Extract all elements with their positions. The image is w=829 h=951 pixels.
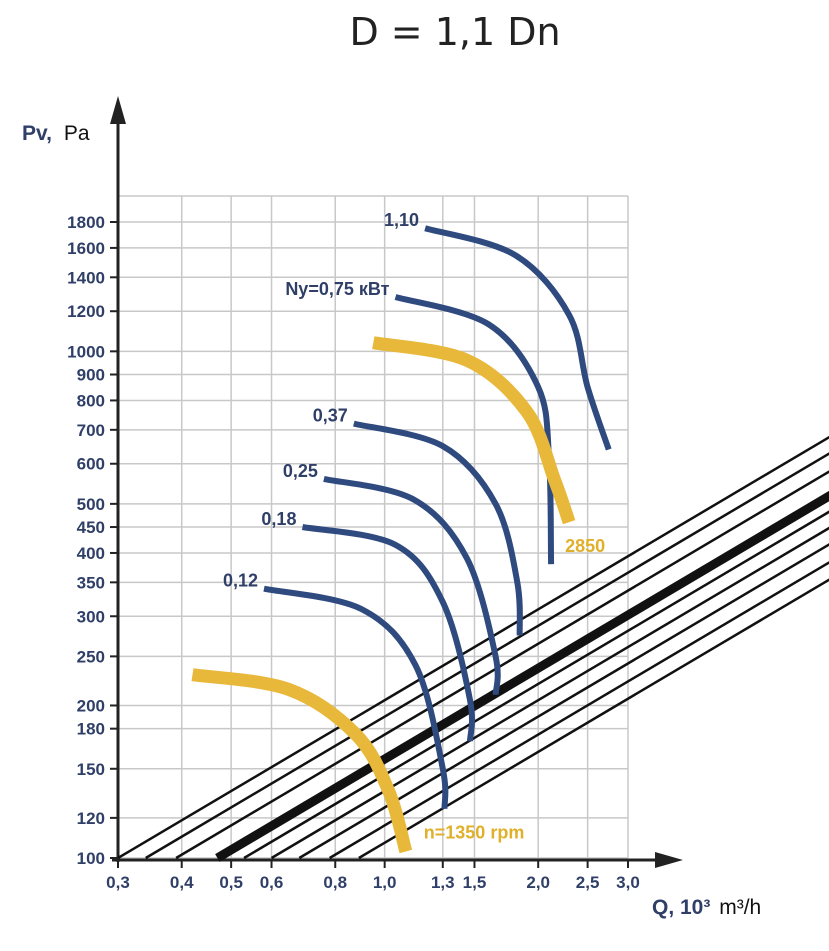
y-tick-label-3: 180: [77, 720, 105, 739]
axes: [110, 96, 683, 868]
x-tick-label-3: 0,6: [260, 873, 284, 892]
power-curve-0: [263, 585, 449, 810]
power-curve-label-2: 0,25: [283, 461, 318, 481]
speed-curve-label-1: 2850: [565, 536, 605, 556]
y-tick-label-10: 500: [77, 495, 105, 514]
x-axis-label: Q, 10³ m³/h: [652, 896, 761, 919]
y-tick-label-12: 700: [77, 421, 105, 440]
x-tick-label-0: 0,3: [106, 873, 130, 892]
y-axis-label: Pv, Pa: [22, 122, 90, 145]
x-tick-label-7: 1,5: [463, 873, 487, 892]
power-curve-2: [323, 475, 501, 695]
x-axis-label-main: Q, 10³: [652, 896, 710, 919]
efficiency-line-5: [270, 526, 829, 860]
efficiency-line-4: [243, 510, 829, 860]
y-tick-label-6: 300: [77, 607, 105, 626]
efficiency-line-0: [117, 435, 829, 860]
x-tick-label-8: 2,0: [526, 873, 550, 892]
x-axis-arrow: [655, 852, 683, 868]
x-tick-label-1: 0,4: [170, 873, 194, 892]
speed-curve-1: [372, 336, 576, 525]
power-curve-label-5: 1,10: [384, 210, 419, 230]
y-tick-label-2: 150: [77, 760, 105, 779]
y-tick-label-1: 120: [77, 809, 105, 828]
x-tick-labels: 0,3 0,4 0,5 0,6 0,8 1,0 1,3 1,5 2,0 2,5 3,0: [106, 860, 640, 892]
y-tick-label-14: 900: [77, 366, 105, 385]
y-tick-label-0: 100: [77, 849, 105, 868]
chart-title: D = 1,1 Dn: [349, 10, 560, 54]
y-tick-label-8: 400: [77, 544, 105, 563]
efficiency-line-2: [175, 470, 829, 860]
power-curve-4: [394, 294, 555, 565]
y-tick-label-13: 800: [77, 391, 105, 410]
speed-curve-0: [191, 668, 413, 854]
speed-curve-label-0: n=1350 rpm: [424, 822, 525, 842]
efficiency-lines: η=0,6400,6900,7300,7500,7400,7300,6900,6…: [117, 435, 829, 862]
y-tick-label-17: 1400: [67, 268, 105, 287]
efficiency-line-3: [215, 490, 829, 862]
x-axis-label-unit: m³/h: [719, 896, 761, 919]
y-tick-label-4: 200: [77, 696, 105, 715]
power-curve-label-4: Ny=0,75 кВт: [285, 279, 389, 299]
y-tick-label-7: 350: [77, 573, 105, 592]
x-tick-label-6: 1,3: [431, 873, 455, 892]
y-tick-labels: 100 120 150 180 200 250 300 350 400 450 500 600 700 8…: [67, 213, 118, 868]
power-curve-3: [353, 420, 523, 636]
x-tick-label-5: 1,0: [373, 873, 397, 892]
power-curve-1: [301, 524, 475, 742]
power-curve-label-1: 0,18: [261, 509, 296, 529]
efficiency-line-7: [328, 561, 829, 860]
efficiency-line-1: [145, 452, 829, 860]
x-tick-label-2: 0,5: [219, 873, 243, 892]
y-tick-label-18: 1600: [67, 239, 105, 258]
y-tick-label-15: 1000: [67, 342, 105, 361]
y-tick-label-19: 1800: [67, 213, 105, 232]
power-curve-label-3: 0,37: [313, 406, 348, 426]
x-tick-label-9: 2,5: [576, 873, 600, 892]
power-curves: 0,12 0,18 0,25 0,37 Ny=0,75 кВт 1,10: [223, 210, 612, 810]
y-tick-label-5: 250: [77, 647, 105, 666]
y-tick-label-9: 450: [77, 518, 105, 537]
x-tick-label-10: 3,0: [616, 873, 640, 892]
power-curve-label-0: 0,12: [223, 571, 258, 591]
speed-curves: n=1350 rpm 2850: [191, 336, 605, 854]
efficiency-line-8: [358, 578, 829, 860]
y-tick-label-16: 1200: [67, 302, 105, 321]
y-tick-label-11: 600: [77, 455, 105, 474]
y-axis-arrow: [110, 96, 126, 124]
y-axis-label-main: Pv,: [22, 122, 52, 145]
x-tick-label-4: 0,8: [323, 873, 347, 892]
y-axis-label-unit: Pa: [64, 122, 90, 145]
power-curve-5: [424, 225, 612, 451]
efficiency-line-6: [298, 543, 829, 860]
